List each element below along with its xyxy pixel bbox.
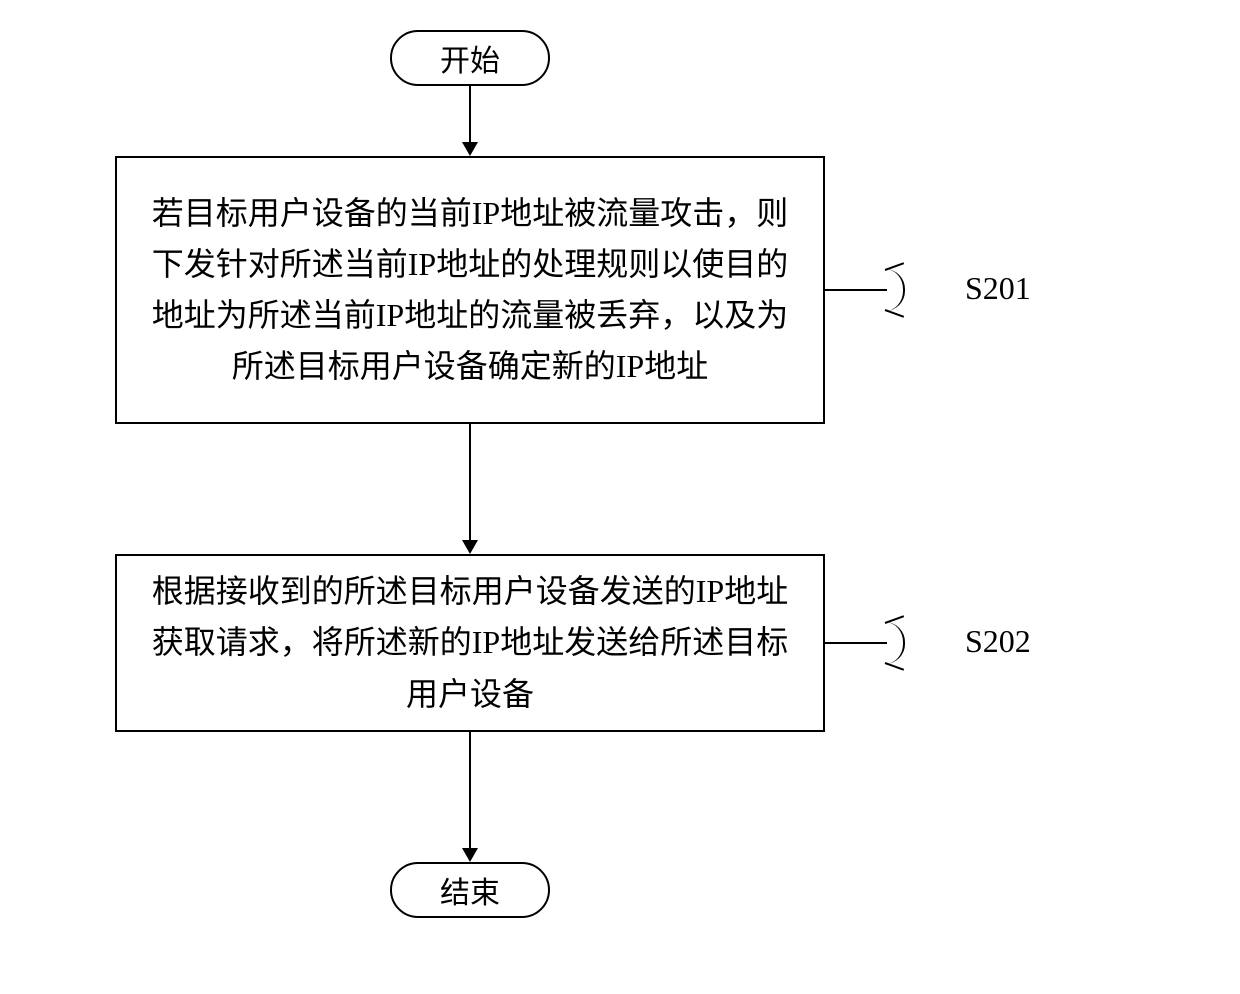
- step2-text: 根据接收到的所述目标用户设备发送的IP地址获取请求，将所述新的IP地址发送给所述…: [137, 566, 803, 720]
- step2-node: 根据接收到的所述目标用户设备发送的IP地址获取请求，将所述新的IP地址发送给所述…: [115, 554, 825, 732]
- step2-connector-curve: [875, 622, 905, 664]
- end-node: 结束: [390, 862, 550, 918]
- arrow-2-head: [462, 540, 478, 554]
- step2-label: S202: [965, 623, 1031, 660]
- start-label: 开始: [440, 36, 500, 80]
- arrow-1: [469, 86, 471, 144]
- step1-connector-curve: [875, 269, 905, 311]
- step1-node: 若目标用户设备的当前IP地址被流量攻击，则下发针对所述当前IP地址的处理规则以使…: [115, 156, 825, 424]
- arrow-2: [469, 424, 471, 542]
- flowchart-container: 开始 若目标用户设备的当前IP地址被流量攻击，则下发针对所述当前IP地址的处理规…: [115, 30, 1125, 964]
- step1-label: S201: [965, 270, 1031, 307]
- step1-connector-bot: [885, 309, 904, 318]
- step1-connector-top: [885, 262, 904, 271]
- arrow-3-head: [462, 848, 478, 862]
- step1-text: 若目标用户设备的当前IP地址被流量攻击，则下发针对所述当前IP地址的处理规则以使…: [137, 188, 803, 393]
- step1-label-text: S201: [965, 270, 1031, 306]
- arrow-1-head: [462, 142, 478, 156]
- end-label: 结束: [440, 868, 500, 912]
- step2-connector-bot: [885, 662, 904, 671]
- step2-connector-top: [885, 615, 904, 624]
- start-node: 开始: [390, 30, 550, 86]
- arrow-3: [469, 732, 471, 850]
- step2-label-text: S202: [965, 623, 1031, 659]
